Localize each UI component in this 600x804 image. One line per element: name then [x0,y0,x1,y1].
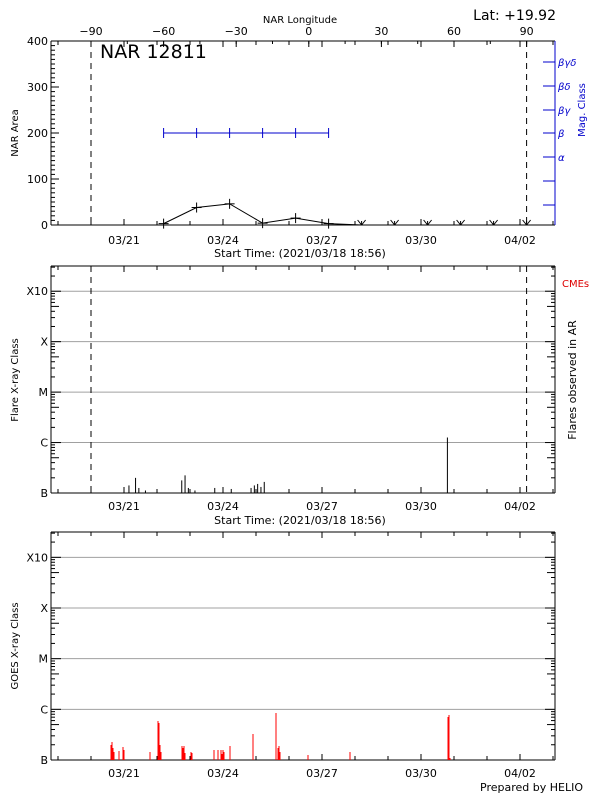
right-axis-label: Mag. Class [577,83,588,137]
y-axis-label: NAR Area [10,109,21,156]
cme-legend: CMEs [562,279,589,290]
class-label: M [39,653,49,666]
x-tick-label: 03/30 [405,500,437,513]
area-marker-v [489,219,494,226]
x-tick-label: 03/21 [108,767,140,780]
x-tick-label: 03/30 [405,234,437,247]
area-marker-v [423,219,428,226]
class-label: B [40,754,48,767]
y-tick-label: 400 [27,35,48,48]
x-tick-label: 04/02 [504,767,536,780]
x-tick-label: 03/27 [306,234,338,247]
x-tick-label: 03/24 [207,767,239,780]
y-tick-label: 300 [27,81,48,94]
area-marker-v [522,219,527,226]
y-tick-label: 0 [41,219,48,232]
class-label: X [40,602,48,615]
lon-tick-label: −60 [152,25,175,38]
class-label: C [40,437,48,450]
area-marker-v [460,219,465,226]
class-label: M [39,386,49,399]
lon-tick-label: −90 [79,25,102,38]
y-axis-label: Flare X-ray Class [10,338,21,422]
area-marker-v [493,219,498,226]
class-label: X10 [26,285,48,298]
area-marker-v [361,219,366,226]
class-label: X [40,336,48,349]
y-tick-label: 200 [27,127,48,140]
credit-text: Prepared by HELIO [480,781,583,794]
area-marker-v [456,219,461,226]
lon-tick-label: 90 [520,25,534,38]
nar-area-line [163,203,527,226]
y-tick-label: 100 [27,173,48,186]
mag-class-label: βδ [557,82,571,93]
top-axis-label: NAR Longitude [263,15,337,26]
x-tick-label: 04/02 [504,500,536,513]
mag-class-label: β [557,129,565,140]
lon-tick-label: 0 [305,25,312,38]
mag-class-label: βγ [557,106,571,117]
class-label: X10 [26,551,48,564]
y-axis-label: GOES X-ray Class [10,602,21,689]
class-label: B [40,487,48,500]
area-marker-v [357,219,362,226]
area-marker-v [526,219,531,226]
x-tick-label: 03/27 [306,500,338,513]
area-marker-v [390,219,395,226]
x-axis-label: Start Time: (2021/03/18 18:56) [214,247,386,260]
x-tick-label: 03/27 [306,767,338,780]
lon-tick-label: 30 [374,25,388,38]
x-tick-label: 03/24 [207,234,239,247]
x-tick-label: 03/21 [108,500,140,513]
lon-tick-label: 60 [447,25,461,38]
mag-class-label: βγδ [557,58,576,69]
lat-annotation: Lat: +19.92 [473,8,556,24]
x-tick-label: 03/24 [207,500,239,513]
area-marker-v [427,219,432,226]
chart-title: NAR 12811 [100,41,207,63]
x-tick-label: 04/02 [504,234,536,247]
lon-tick-label: −30 [225,25,248,38]
class-label: C [40,703,48,716]
x-tick-label: 03/21 [108,234,140,247]
right-axis-label: Flares observed in AR [566,320,579,440]
x-axis-label: Start Time: (2021/03/18 18:56) [214,514,386,527]
x-tick-label: 03/30 [405,767,437,780]
mag-class-label: α [558,153,565,164]
area-marker-v [394,219,399,226]
